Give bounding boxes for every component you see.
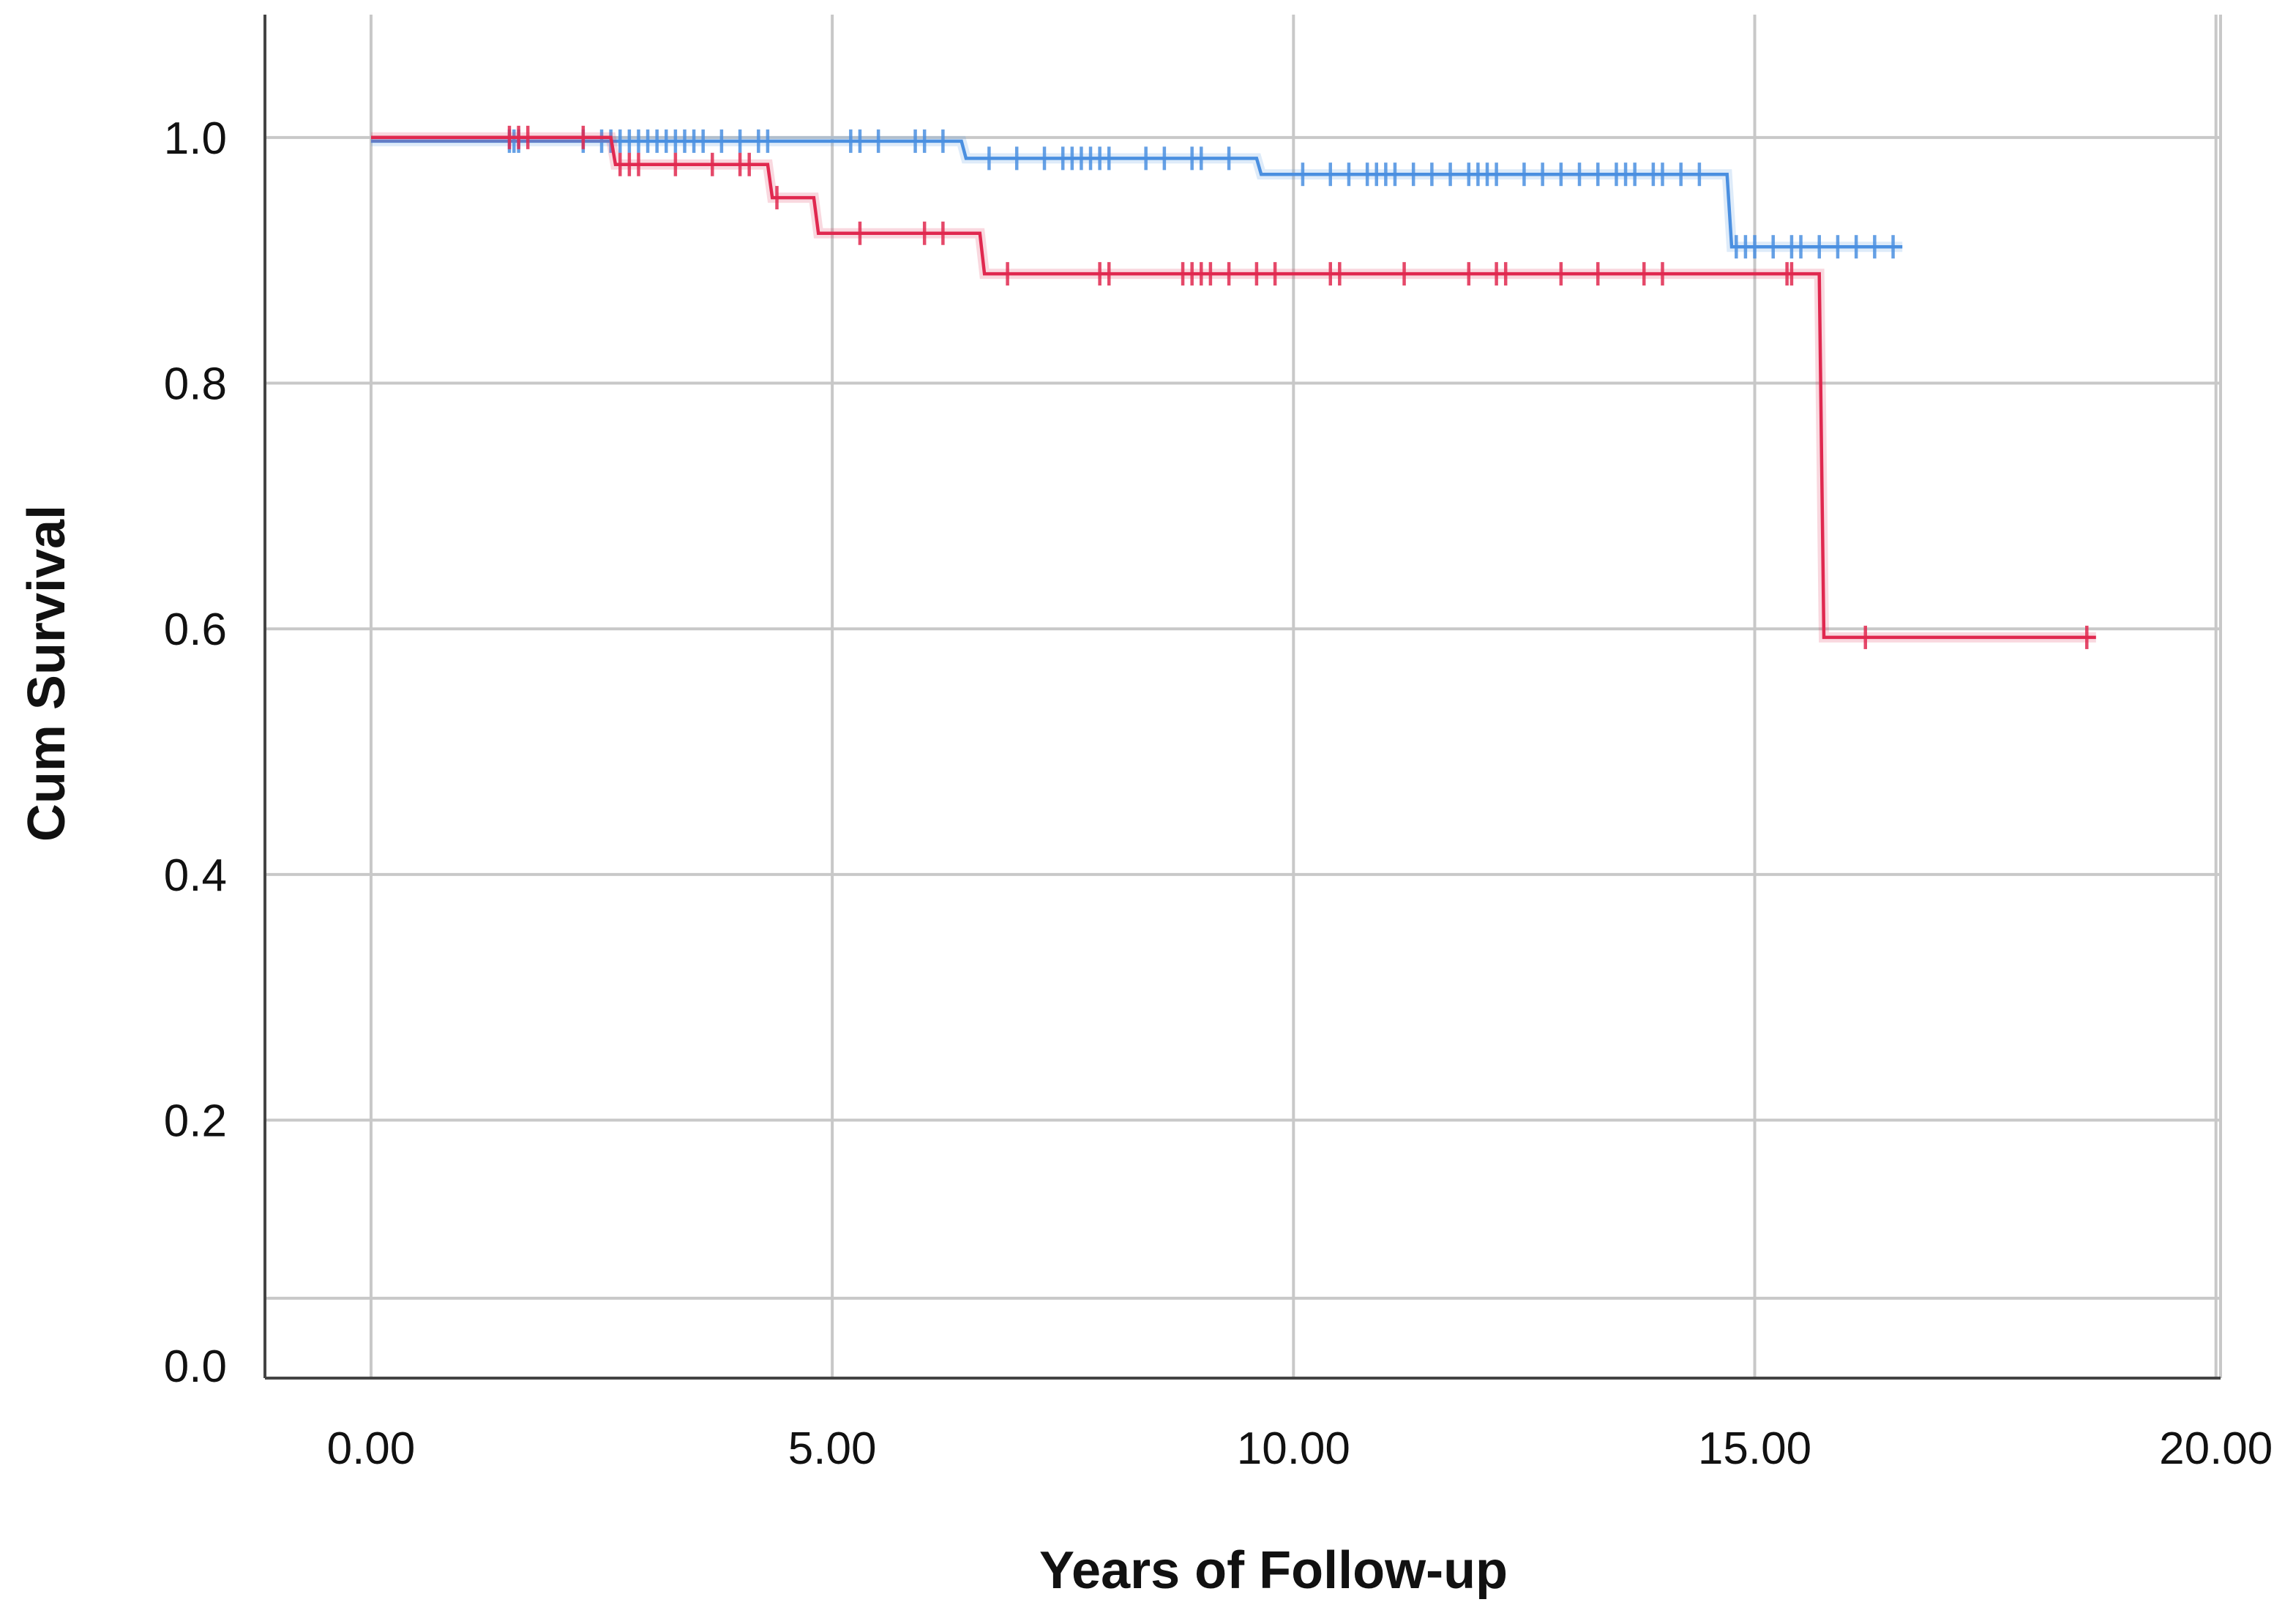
series-2-step-line [370,135,2096,640]
x-axis-title: Years of Follow-up [1039,1541,1508,1600]
x-tick-label: 15.00 [1698,1423,1811,1474]
y-tick-label: 0.8 [164,359,227,410]
series-1-step-line [370,139,1903,249]
y-tick-label: 1.0 [164,113,227,164]
series-1 [370,129,1903,259]
tick-labels: 0.00 5.00 10.00 15.00 20.00 0.0 0.2 0.4 0.6 0.8 1.… [164,113,2273,1474]
x-tick-label: 0.00 [327,1423,416,1474]
y-axis-title: Cum Survival [18,505,76,842]
axes [263,15,2221,1380]
y-tick-label: 0.2 [164,1096,227,1147]
x-tick-label: 5.00 [788,1423,877,1474]
y-tick-label: 0.6 [164,605,227,655]
series-2-band [370,132,2096,643]
gridlines [265,15,2222,1378]
series-2 [370,125,2096,649]
series-layer [370,125,2096,649]
x-tick-label: 10.00 [1237,1423,1350,1474]
y-tick-label: 0.0 [164,1342,227,1392]
x-tick-label: 20.00 [2159,1423,2273,1474]
y-tick-label: 0.4 [164,850,227,901]
